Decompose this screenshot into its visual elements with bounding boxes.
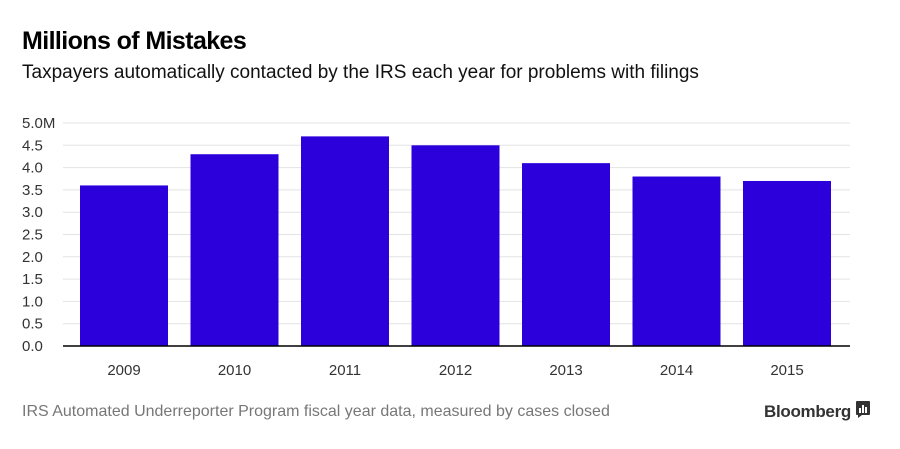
bars [80, 136, 831, 346]
source-note: IRS Automated Underreporter Program fisc… [22, 403, 610, 420]
bloomberg-logo: Bloomberg [764, 401, 870, 423]
y-tick-label: 2.5 [22, 227, 43, 244]
y-tick-label: 1.5 [22, 271, 43, 288]
y-tick-label: 4.5 [22, 137, 43, 154]
y-tick-label: 0.0 [22, 338, 43, 355]
bloomberg-chart-icon [856, 401, 870, 423]
x-tick-label: 2014 [660, 362, 693, 379]
x-tick-label: 2009 [107, 362, 140, 379]
bar-2014 [632, 176, 721, 346]
y-tick-label: 5.0M [22, 115, 55, 132]
y-tick-label: 4.0 [22, 160, 43, 177]
bar-2015 [743, 180, 831, 346]
y-tick-label: 3.0 [22, 204, 43, 221]
x-tick-label: 2015 [770, 362, 803, 379]
x-tick-label: 2012 [439, 362, 472, 379]
x-tick-label: 2010 [218, 362, 251, 379]
bar-2010 [190, 154, 279, 346]
chart-subtitle: Taxpayers automatically contacted by the… [22, 62, 699, 83]
bar-2013 [522, 163, 610, 346]
x-axis-tick-labels: 2009 2010 2011 2012 2013 2014 2015 [107, 362, 803, 379]
bar-2011 [301, 136, 389, 346]
y-tick-label: 3.5 [22, 182, 43, 199]
chart-title: Millions of Mistakes [22, 27, 247, 55]
x-tick-label: 2011 [329, 362, 361, 379]
bar-2012 [411, 145, 500, 346]
brand-name: Bloomberg [763, 402, 851, 421]
x-tick-label: 2013 [549, 362, 582, 379]
y-tick-label: 1.0 [22, 293, 43, 310]
y-tick-label: 2.0 [22, 249, 43, 266]
y-tick-label: 0.5 [22, 316, 43, 333]
bar-2009 [80, 185, 168, 346]
y-axis-tick-labels: 0.0 0.5 1.0 1.5 2.0 2.5 3.0 3.5 4.0 4.5 5.0M [22, 115, 55, 355]
